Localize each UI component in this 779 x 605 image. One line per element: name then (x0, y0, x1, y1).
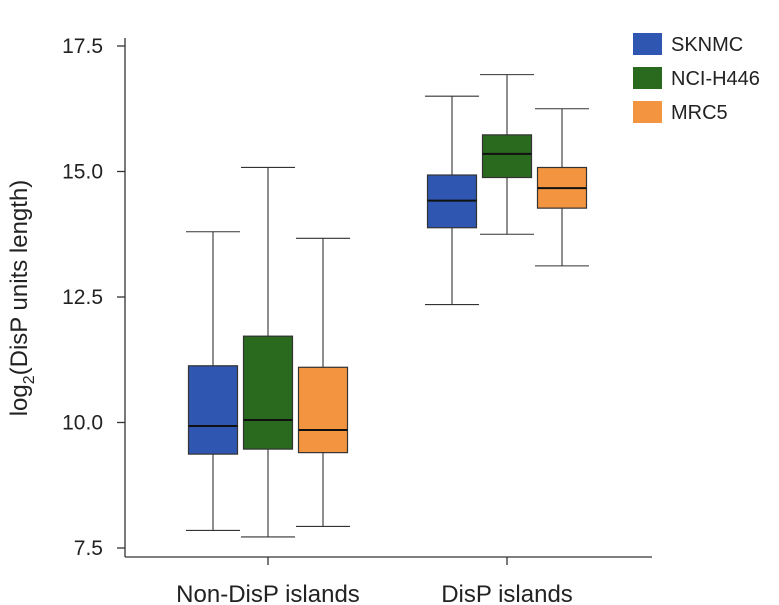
iqr-box (242, 335, 294, 450)
y-axis-title-rest: (DisP units length) (6, 180, 33, 376)
y-axis-title-subscript: 2 (21, 375, 38, 384)
x-category-label: DisP islands (441, 581, 573, 605)
legend: SKNMC NCI-H446 MRC5 (633, 33, 760, 124)
iqr-box (481, 134, 533, 179)
y-tick-label: 15.0 (62, 161, 103, 184)
iqr-box (297, 366, 349, 454)
y-tick-label: 7.5 (74, 537, 103, 560)
boxes (186, 74, 589, 538)
y-axis-title-main: log (6, 384, 33, 416)
legend-label: SKNMC (671, 34, 743, 56)
legend-swatch (633, 101, 662, 123)
axes (124, 38, 652, 558)
y-axis-title: log2(DisP units length) (6, 180, 38, 417)
y-tick-label: 12.5 (62, 286, 103, 309)
legend-label: MRC5 (671, 102, 728, 124)
iqr-box (187, 365, 239, 455)
legend-swatch (633, 33, 662, 55)
x-ticks: Non-DisP islands DisP islands (176, 557, 573, 605)
box-mrc5 (296, 237, 350, 527)
y-tick-label: 17.5 (62, 35, 103, 58)
box-sknmc (186, 231, 240, 531)
box-sknmc (425, 95, 479, 306)
y-tick-label: 10.0 (62, 412, 103, 435)
box-nci-h446 (480, 74, 534, 235)
y-ticks: 7.5 10.0 12.5 15.0 17.5 (62, 35, 125, 560)
legend-swatch (633, 67, 662, 89)
legend-label: NCI-H446 (671, 68, 760, 90)
box-nci-h446 (241, 166, 295, 538)
box-mrc5 (535, 108, 589, 267)
x-category-label: Non-DisP islands (176, 581, 360, 605)
